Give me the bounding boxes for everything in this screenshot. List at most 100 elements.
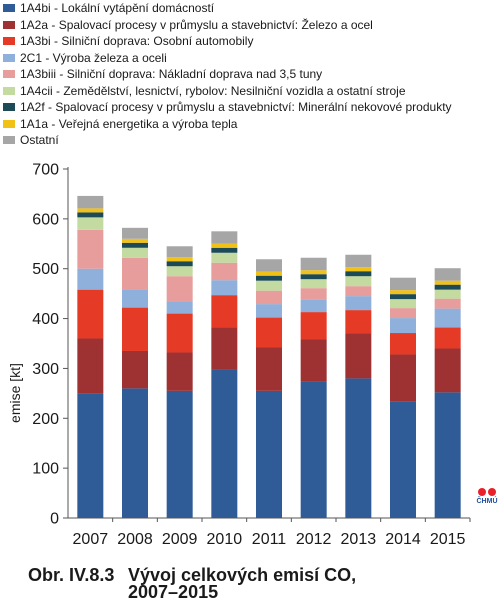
legend-swatch [3, 119, 15, 128]
x-tick-label: 2010 [207, 531, 243, 548]
bar-segment [211, 327, 238, 370]
bar-segment [211, 295, 238, 328]
bar-segment [345, 333, 372, 379]
bar-segment [300, 288, 327, 300]
bar-segment [434, 392, 461, 518]
bar-segment [122, 227, 148, 239]
bar-stack [434, 268, 461, 518]
bar-segment [256, 304, 282, 318]
figure-title-line2: 2007–2015 [128, 582, 219, 602]
bar-segment [166, 313, 193, 353]
bar-segment [122, 350, 148, 389]
legend-label: 2C1 - Výroba železa a oceli [20, 50, 167, 65]
bar-segment [390, 290, 416, 295]
bar-segment [77, 338, 104, 394]
bar-segment [390, 299, 416, 309]
bar-segment [166, 276, 193, 302]
bar-segment [390, 354, 416, 402]
bar-segment [345, 310, 372, 334]
bar-stack [211, 231, 238, 518]
bar-segment [122, 307, 148, 351]
bar-segment [211, 252, 238, 263]
x-tick-label: 2012 [296, 531, 332, 548]
bar-segment [434, 268, 461, 281]
bar-segment [77, 393, 104, 518]
bar-segment [77, 195, 104, 209]
logo-text: ČHMÚ [476, 498, 498, 505]
bar-segment [390, 401, 416, 518]
bar-segment [256, 390, 282, 518]
bar-segment [300, 381, 327, 518]
bar-segment [256, 259, 282, 272]
bar-segment [256, 347, 282, 391]
bar-segment [122, 242, 148, 248]
bar-segment [256, 275, 282, 281]
bar-segment [122, 247, 148, 258]
legend-item: 1A2f - Spalovací procesy v průmyslu a st… [3, 99, 501, 116]
legend-label: Ostatní [20, 133, 59, 148]
legend-item: 1A1a - Veřejná energetika a výroba tepla [3, 116, 501, 133]
bar-segment [434, 280, 461, 285]
y-tick-label: 0 [50, 511, 59, 528]
bar-segment [166, 257, 193, 262]
bar-stack [122, 227, 148, 518]
legend-swatch [3, 37, 15, 46]
bar-segment [166, 301, 193, 314]
legend-item: Ostatní [3, 132, 501, 149]
y-tick-label: 600 [32, 211, 59, 228]
bar-segment [166, 261, 193, 267]
bar-segment [211, 231, 238, 244]
bar-segment [434, 284, 461, 290]
legend-label: 1A2a - Spalovací procesy v průmyslu a st… [20, 17, 373, 32]
bar-segment [300, 279, 327, 289]
legend-item: 1A3bi - Silniční doprava: Osobní automob… [3, 33, 501, 50]
bar-segment [345, 286, 372, 297]
x-tick-label: 2011 [252, 531, 287, 548]
legend-label: 1A1a - Veřejná energetika a výroba tepla [20, 116, 238, 131]
bar-segment [300, 274, 327, 280]
figure-caption: Obr. IV.8.3 Vývoj celkových emisí CO, 200… [28, 565, 357, 602]
bar-segment [122, 257, 148, 290]
bar-segment [345, 267, 372, 272]
figure-title-line1: Vývoj celkových emisí CO, [128, 565, 357, 585]
bar-segment [211, 243, 238, 248]
bar-segment [122, 238, 148, 243]
bar-segment [166, 352, 193, 391]
legend-label: 1A3bi - Silniční doprava: Osobní automob… [20, 34, 254, 49]
bar-segment [77, 208, 104, 213]
bar-segment [211, 247, 238, 253]
bar-stack [166, 246, 193, 518]
bar-segment [211, 262, 238, 281]
bar-segment [390, 308, 416, 319]
bar-segment [77, 229, 104, 269]
bar-segment [390, 277, 416, 291]
figure-number: Obr. IV.8.3 [28, 565, 115, 585]
y-tick-label: 400 [32, 311, 59, 328]
bar-segment [166, 390, 193, 518]
bar-segment [77, 217, 104, 230]
y-axis-label: emise [kt] [7, 363, 23, 423]
y-tick-label: 700 [32, 162, 59, 179]
chmu-logo: ČHMÚ [476, 488, 498, 506]
bar-stack [256, 259, 282, 518]
bar-segment [345, 296, 372, 311]
bar-segment [434, 308, 461, 328]
y-axis: 0 100 200 300 400 500 600 700 [32, 162, 69, 528]
bar-stack [345, 254, 372, 518]
legend-swatch [3, 20, 15, 29]
bar-segment [345, 378, 372, 518]
bar-segment [345, 276, 372, 287]
bar-segment [390, 333, 416, 355]
bar-segment [300, 312, 327, 340]
bar-segment [256, 271, 282, 276]
bar-segment [300, 299, 327, 313]
legend-label: 1A4bi - Lokální vytápění domácností [20, 1, 215, 16]
x-tick-label: 2014 [385, 531, 421, 548]
logo-dots-icon [476, 488, 498, 498]
legend-label: 1A3biii - Silniční doprava: Nákladní dop… [20, 67, 323, 82]
bar-segment [122, 388, 148, 518]
legend-swatch [3, 103, 15, 112]
y-tick-label: 500 [32, 261, 59, 278]
bar-segment [345, 271, 372, 277]
bar-segment [211, 280, 238, 296]
